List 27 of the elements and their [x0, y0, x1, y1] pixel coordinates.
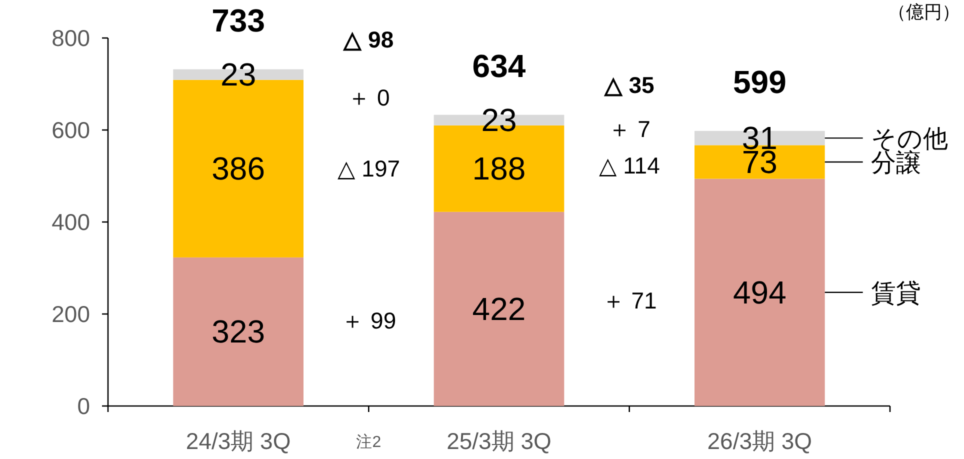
x-tick: 24/3期 3Q: [186, 428, 291, 454]
annotation: △ 98: [344, 26, 394, 52]
total: 599: [732, 64, 786, 100]
data-label: 386: [212, 150, 266, 187]
annotation: ＋ 71: [602, 288, 657, 314]
annotation: △ 35: [604, 72, 654, 98]
annotation: △ 114: [598, 152, 660, 178]
x-tick: 26/3期 3Q: [707, 428, 812, 454]
y-tick: 400: [52, 209, 90, 235]
y-tick: 800: [52, 25, 90, 51]
y-tick: 200: [52, 301, 90, 327]
x-tick: 25/3期 3Q: [446, 428, 552, 454]
annotation: ＋ 0: [348, 84, 390, 110]
legend-賃貸: 賃貸: [870, 279, 921, 308]
data-label: 422: [472, 290, 526, 327]
data-label: 494: [732, 274, 786, 310]
y-tick: 0: [77, 393, 90, 419]
data-label: 323: [212, 314, 266, 350]
annotation: （億円）: [888, 2, 960, 22]
annotation: ＋ 7: [608, 116, 650, 142]
total: 733: [212, 2, 266, 38]
annotation: 注2: [356, 434, 382, 451]
data-label: 188: [472, 150, 526, 187]
y-tick: 600: [52, 117, 90, 143]
annotation: △ 197: [337, 156, 400, 182]
total: 634: [472, 48, 526, 84]
annotation: ＋ 99: [341, 307, 396, 334]
